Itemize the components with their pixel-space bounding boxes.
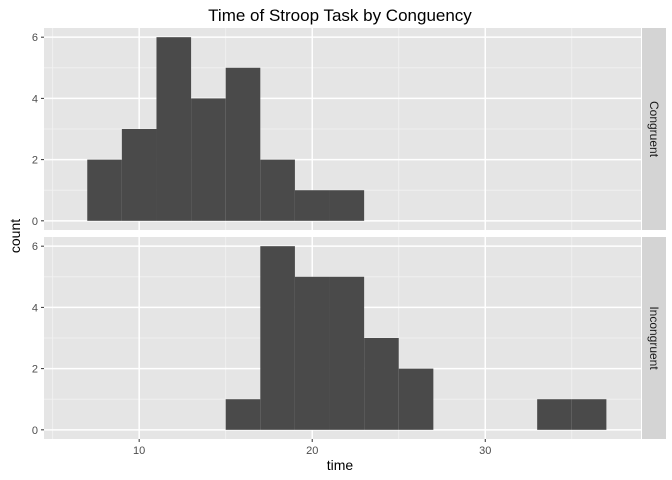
histogram-bar [398,368,434,430]
histogram-bar [537,399,572,430]
y-tick-label: 2 [32,155,38,167]
y-tick-label: 2 [32,364,38,376]
histogram-bar [329,190,365,221]
facet-panels: 0 2 4 6 Congruent 0 2 4 6 Incongruent 10 20 30 [32,28,666,457]
histogram-bar [294,276,330,430]
x-tick-label: 20 [306,445,318,457]
facet-strip: Congruent [642,28,666,230]
facet-strip-label: Congruent [647,101,661,158]
y-tick-label: 0 [32,216,38,228]
histogram-bar [156,37,192,221]
facet-strip-label: Incongruent [647,306,661,370]
panel-incongruent: 0 2 4 6 Incongruent [32,237,666,439]
y-axis-title: count [7,219,23,253]
histogram-bar [571,399,607,430]
histogram-bar [121,129,157,221]
histogram-bar [260,159,295,221]
panel-congruent: 0 2 4 6 Congruent [32,28,666,230]
histogram-bar [225,67,261,221]
chart-title: Time of Stroop Task by Conguency [208,6,472,25]
facet-strip-background [642,28,666,230]
y-tick-label: 0 [32,425,38,437]
y-tick-label: 6 [32,32,38,44]
histogram-bar [329,276,365,430]
histogram-bar [364,338,399,430]
histogram-bar [225,399,261,430]
x-axis-title: time [327,457,354,473]
histogram-bar [260,246,295,430]
y-tick-label: 4 [32,302,38,314]
x-tick-label: 30 [479,445,491,457]
y-tick-label: 4 [32,93,38,105]
histogram-bar [191,98,226,221]
facet-strip-background [642,237,666,439]
y-tick-label: 6 [32,241,38,253]
histogram-bar [87,159,122,221]
x-tick-label: 10 [133,445,145,457]
histogram-bar [294,190,330,221]
facet-strip: Incongruent [642,237,666,439]
